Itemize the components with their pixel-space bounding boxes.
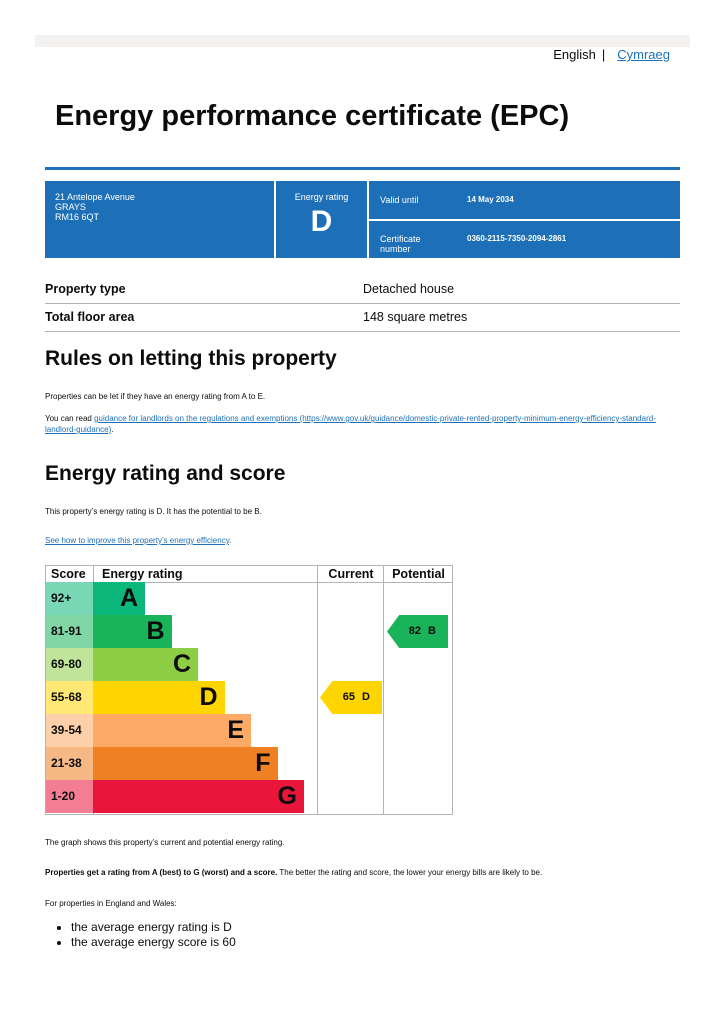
score-range: 81-91 xyxy=(51,624,82,638)
cert-label: Certificate number xyxy=(380,234,421,254)
score-tint xyxy=(46,714,93,747)
band-score: 39-54 xyxy=(46,714,93,747)
language-switch: English | Cymraeg xyxy=(553,47,670,62)
paragraph: You can read guidance for landlords on t… xyxy=(45,413,665,435)
rating-letter: D xyxy=(310,205,333,238)
language-link[interactable]: Cymraeg xyxy=(617,47,670,62)
band-bar: G xyxy=(93,780,304,813)
potential-arrow: 82 B xyxy=(387,615,448,648)
bold-text: Properties get a rating from A (best) to… xyxy=(45,868,278,877)
band-bar: B xyxy=(93,615,172,648)
address: 21 Antelope Avenue GRAYS RM16 6QT xyxy=(45,181,274,258)
band-score: 21-38 xyxy=(46,747,93,780)
arrow-letter: D xyxy=(362,691,370,703)
valid-label: Valid until xyxy=(380,195,419,205)
score-tint xyxy=(46,648,93,681)
score-tint xyxy=(46,681,93,714)
guidance-link[interactable]: guidance for landlords on the regulation… xyxy=(45,414,656,434)
property-row: Total floor area 148 square metres xyxy=(45,303,680,332)
current-arrow: 65 D xyxy=(320,681,382,714)
band-bar: D xyxy=(93,681,225,714)
text: You can read xyxy=(45,414,92,423)
score-range: 21-38 xyxy=(51,756,82,770)
band-score: 69-80 xyxy=(46,648,93,681)
band-score: 92+ xyxy=(46,582,93,615)
address-line: GRAYS xyxy=(55,202,86,212)
paragraph: See how to improve this property’s energ… xyxy=(45,535,665,546)
score-range: 55-68 xyxy=(51,690,82,704)
rating-label: Energy rating xyxy=(294,192,349,202)
valid-box: Valid until 14 May 2034 xyxy=(369,181,680,219)
band-score: 55-68 xyxy=(46,681,93,714)
band-bar: C xyxy=(93,648,198,681)
title-rule xyxy=(45,167,680,170)
valid-date: 14 May 2034 xyxy=(467,195,514,204)
average-list: the average energy rating is D the avera… xyxy=(45,920,236,950)
row-key: Total floor area xyxy=(45,310,135,324)
band-score: 81-91 xyxy=(46,615,93,648)
column-line xyxy=(317,566,318,815)
score-range: 69-80 xyxy=(51,657,82,671)
paragraph: Properties can be let if they have an en… xyxy=(45,392,266,401)
arrow-score: 65 xyxy=(342,691,356,703)
score-range: 39-54 xyxy=(51,723,82,737)
column-header: Potential xyxy=(384,566,453,583)
text: . xyxy=(111,425,114,434)
score-range: 92+ xyxy=(51,591,72,605)
score-tint xyxy=(46,780,93,813)
paragraph: For properties in England and Wales: xyxy=(45,899,177,908)
cert-box: Certificate number 0360-2115-7350-2094-2… xyxy=(369,221,680,258)
score-tint xyxy=(46,747,93,780)
section-heading: Rules on letting this property xyxy=(45,347,337,370)
row-value: 148 square metres xyxy=(363,310,468,324)
section-heading: Energy rating and score xyxy=(45,462,286,485)
arrow-letter: B xyxy=(428,625,436,637)
property-row: Property type Detached house xyxy=(45,275,680,304)
column-header: Current xyxy=(318,566,384,583)
language-current: English xyxy=(553,47,596,62)
band-bar: F xyxy=(93,747,278,780)
list-item: the average energy rating is D xyxy=(71,920,236,935)
improve-link[interactable]: See how to improve this property’s energ… xyxy=(45,536,230,545)
score-tint xyxy=(46,582,93,615)
column-line xyxy=(383,566,384,815)
band-bar: A xyxy=(93,582,145,615)
rating-box: Energy rating D xyxy=(276,181,367,258)
column-header: Energy rating xyxy=(93,566,318,583)
page-title: Energy performance certificate (EPC) xyxy=(55,100,570,132)
paragraph: This property’s energy rating is D. It h… xyxy=(45,507,262,516)
arrow-score: 82 xyxy=(408,625,422,637)
cert-number: 0360-2115-7350-2094-2861 xyxy=(467,234,567,243)
address-line: RM16 6QT xyxy=(55,212,100,222)
top-bar xyxy=(35,35,690,47)
paragraph: The graph shows this property’s current … xyxy=(45,838,285,847)
epc-chart: Score Energy rating Current Potential 92… xyxy=(45,565,453,815)
column-header: Score xyxy=(46,566,93,583)
list-item: the average energy score is 60 xyxy=(71,935,236,950)
paragraph: Properties get a rating from A (best) to… xyxy=(45,867,665,878)
address-line: 21 Antelope Avenue xyxy=(55,192,135,202)
row-value: Detached house xyxy=(363,282,455,296)
band-score: 1-20 xyxy=(46,780,93,813)
band-bar: E xyxy=(93,714,251,747)
text: The better the rating and score, the low… xyxy=(279,868,543,877)
text: . xyxy=(229,536,232,545)
row-key: Property type xyxy=(45,282,126,296)
score-tint xyxy=(46,615,93,648)
score-range: 1-20 xyxy=(51,789,76,803)
